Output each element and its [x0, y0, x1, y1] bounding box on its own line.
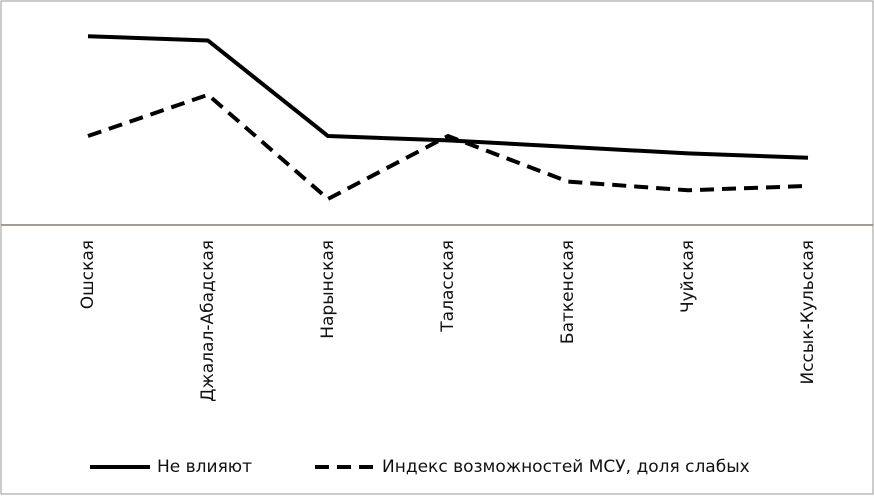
- x-tick-label: Ошская: [78, 240, 98, 309]
- x-tick-label: Таласская: [438, 240, 458, 333]
- x-tick-label: Баткенская: [558, 240, 578, 344]
- x-tick-label: Чуйская: [678, 240, 698, 313]
- series-line: [87, 34, 809, 160]
- legend-label: Не влияют: [157, 457, 252, 477]
- legend-label: Индекс возможностей МСУ, доля слабых: [382, 457, 750, 477]
- x-tick-label: Джалал-Абадская: [198, 240, 218, 402]
- x-tick-label: Иссык-Кульская: [798, 240, 818, 385]
- x-tick-label: Нарынская: [318, 240, 338, 339]
- series-line: [87, 92, 809, 201]
